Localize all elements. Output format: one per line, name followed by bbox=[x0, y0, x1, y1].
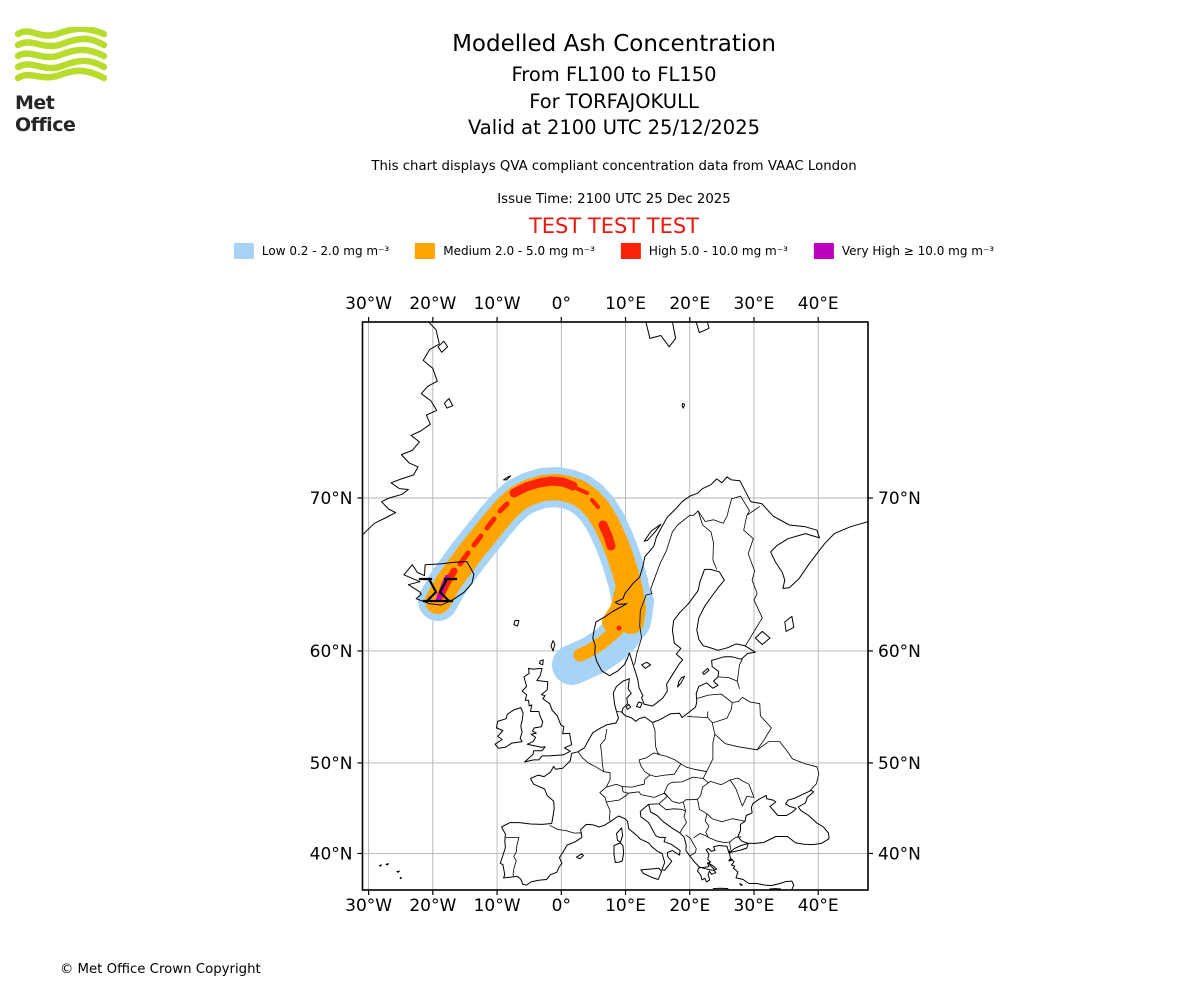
lat-tick-label-right: 60°N bbox=[878, 642, 921, 662]
lon-tick-label-top: 20°W bbox=[409, 294, 456, 314]
lat-tick-label-left: 60°N bbox=[310, 642, 353, 662]
lon-tick-label-top: 40°E bbox=[798, 294, 839, 314]
country-borders bbox=[505, 495, 820, 877]
map-frame bbox=[361, 321, 869, 891]
met-office-logo: Met Office bbox=[14, 25, 115, 136]
legend-label-very-high: Very High ≥ 10.0 mg m⁻³ bbox=[841, 244, 995, 258]
copyright-notice: © Met Office Crown Copyright bbox=[60, 962, 261, 977]
subtitle-volcano: For TORFAJOKULL bbox=[529, 90, 699, 113]
lon-tick-label-bottom: 10°W bbox=[474, 896, 521, 916]
lon-tick-label-top: 10°W bbox=[474, 294, 521, 314]
issue-time: Issue Time: 2100 UTC 25 Dec 2025 bbox=[497, 192, 731, 207]
logo-waves-icon bbox=[14, 25, 108, 82]
lat-tick-label-left: 40°N bbox=[310, 844, 353, 864]
volcano-marker-icon bbox=[418, 577, 458, 603]
lon-tick-label-bottom: 30°E bbox=[734, 896, 775, 916]
subtitle-flight-levels: From FL100 to FL150 bbox=[511, 63, 717, 86]
legend-item-very-high: Very High ≥ 10.0 mg m⁻³ bbox=[813, 243, 995, 259]
test-banner: TEST TEST TEST bbox=[528, 214, 700, 238]
lon-tick-label-bottom: 20°W bbox=[409, 896, 456, 916]
page-title: Modelled Ash Concentration bbox=[452, 31, 776, 57]
legend-item-medium: Medium 2.0 - 5.0 mg m⁻³ bbox=[415, 243, 595, 259]
lon-tick-label-top: 30°E bbox=[734, 294, 775, 314]
lon-tick-label-top: 0° bbox=[552, 294, 571, 314]
qva-note: This chart displays QVA compliant concen… bbox=[371, 159, 857, 174]
lat-tick-label-left: 50°N bbox=[310, 754, 353, 774]
lon-tick-label-bottom: 0° bbox=[552, 896, 571, 916]
lat-tick-label-left: 70°N bbox=[310, 489, 353, 509]
subtitle-valid-time: Valid at 2100 UTC 25/12/2025 bbox=[467, 116, 761, 139]
logo-text: Met Office bbox=[15, 92, 76, 136]
ash-plume bbox=[418, 467, 654, 685]
axis-tick-labels: 30°W 30°W 20°W 20°W 10°W 10°W 0° 0° 10°E 10°E 20°E… bbox=[310, 294, 921, 916]
lat-tick-label-right: 40°N bbox=[878, 844, 921, 864]
legend-swatch-low bbox=[233, 243, 254, 259]
lon-tick-label-bottom: 10°E bbox=[605, 896, 646, 916]
legend-swatch-very-high bbox=[813, 243, 834, 259]
lon-tick-label-bottom: 20°E bbox=[669, 896, 710, 916]
lon-tick-label-top: 10°E bbox=[605, 294, 646, 314]
grid-lines bbox=[357, 317, 873, 895]
lon-tick-label-bottom: 40°E bbox=[798, 896, 839, 916]
lat-tick-label-right: 50°N bbox=[878, 754, 921, 774]
legend-label-low: Low 0.2 - 2.0 mg m⁻³ bbox=[261, 244, 390, 258]
legend-swatch-medium bbox=[415, 243, 436, 259]
lat-tick-label-right: 70°N bbox=[878, 489, 921, 509]
lon-tick-label-top: 30°W bbox=[345, 294, 392, 314]
legend-item-high: High 5.0 - 10.0 mg m⁻³ bbox=[620, 243, 788, 259]
legend: Low 0.2 - 2.0 mg m⁻³ Medium 2.0 - 5.0 mg… bbox=[233, 243, 995, 259]
legend-item-low: Low 0.2 - 2.0 mg m⁻³ bbox=[233, 243, 390, 259]
legend-swatch-high bbox=[620, 243, 641, 259]
legend-label-high: High 5.0 - 10.0 mg m⁻³ bbox=[648, 244, 788, 258]
lon-tick-label-bottom: 30°W bbox=[345, 896, 392, 916]
legend-label-medium: Medium 2.0 - 5.0 mg m⁻³ bbox=[443, 244, 595, 258]
lon-tick-label-top: 20°E bbox=[669, 294, 710, 314]
coastlines bbox=[362, 322, 868, 890]
